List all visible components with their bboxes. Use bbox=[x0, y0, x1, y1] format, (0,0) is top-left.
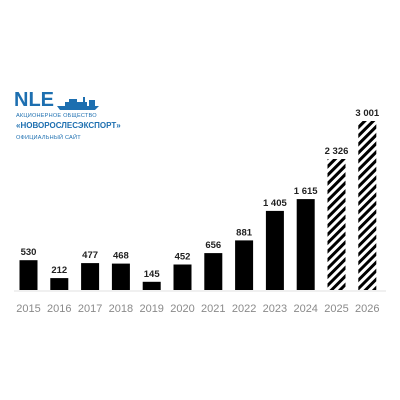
x-tick-labels-group: 2015 2016 2017 2018 2019 2020 2021 2022 2023 2024… bbox=[16, 303, 379, 315]
ship-icon bbox=[57, 97, 99, 110]
x-tick-2018: 2018 bbox=[109, 303, 133, 315]
bar-2021 bbox=[204, 253, 223, 290]
bar-2023 bbox=[265, 210, 284, 290]
x-tick-2016: 2016 bbox=[47, 303, 71, 315]
org-name: «НОВОРОСЛЕСЭКСПОРТ» bbox=[16, 121, 121, 130]
value-label-2020: 452 bbox=[175, 252, 191, 263]
value-label-2024: 1 615 bbox=[294, 186, 318, 197]
logo-mark-text: NLE bbox=[14, 89, 54, 111]
value-label-2023: 1 405 bbox=[263, 198, 287, 209]
bar-2020 bbox=[173, 264, 192, 290]
value-labels-group: 530 212 477 468 145 452 656 881 1 405 1 615 2 326 3… bbox=[21, 108, 380, 280]
x-tick-2017: 2017 bbox=[78, 303, 102, 315]
x-tick-2025: 2025 bbox=[324, 303, 348, 315]
bar-2019 bbox=[142, 281, 161, 290]
company-logo: NLE АКЦИОНЕРНОЕ ОБЩЕСТВО «НОВОРОСЛЕСЭКСП… bbox=[14, 90, 164, 150]
bar-2016 bbox=[50, 278, 69, 290]
bar-2015 bbox=[19, 260, 38, 290]
value-label-2017: 477 bbox=[82, 250, 98, 261]
bar-2024 bbox=[296, 199, 315, 290]
value-label-2026: 3 001 bbox=[355, 108, 379, 119]
value-label-2018: 468 bbox=[113, 251, 129, 262]
x-tick-2024: 2024 bbox=[293, 303, 317, 315]
bar-2026 bbox=[358, 121, 377, 290]
x-tick-2026: 2026 bbox=[355, 303, 379, 315]
bar-2022 bbox=[235, 240, 254, 290]
value-label-2015: 530 bbox=[21, 247, 37, 258]
value-label-2019: 145 bbox=[144, 269, 161, 280]
value-label-2022: 881 bbox=[236, 227, 253, 238]
x-tick-2021: 2021 bbox=[201, 303, 225, 315]
org-type-label: АКЦИОНЕРНОЕ ОБЩЕСТВО bbox=[16, 113, 97, 119]
logo-mark: NLE bbox=[14, 90, 101, 110]
site-label: ОФИЦИАЛЬНЫЙ САЙТ bbox=[16, 135, 81, 141]
bar-2018 bbox=[111, 263, 130, 290]
x-tick-2022: 2022 bbox=[232, 303, 256, 315]
x-tick-2023: 2023 bbox=[263, 303, 287, 315]
bar-2025 bbox=[327, 159, 346, 290]
x-tick-2020: 2020 bbox=[170, 303, 194, 315]
value-label-2025: 2 326 bbox=[325, 146, 349, 157]
bars-group bbox=[19, 121, 377, 290]
x-tick-2015: 2015 bbox=[16, 303, 40, 315]
x-tick-2019: 2019 bbox=[139, 303, 163, 315]
value-label-2021: 656 bbox=[205, 240, 221, 251]
bar-2017 bbox=[81, 263, 100, 290]
value-label-2016: 212 bbox=[51, 265, 67, 276]
